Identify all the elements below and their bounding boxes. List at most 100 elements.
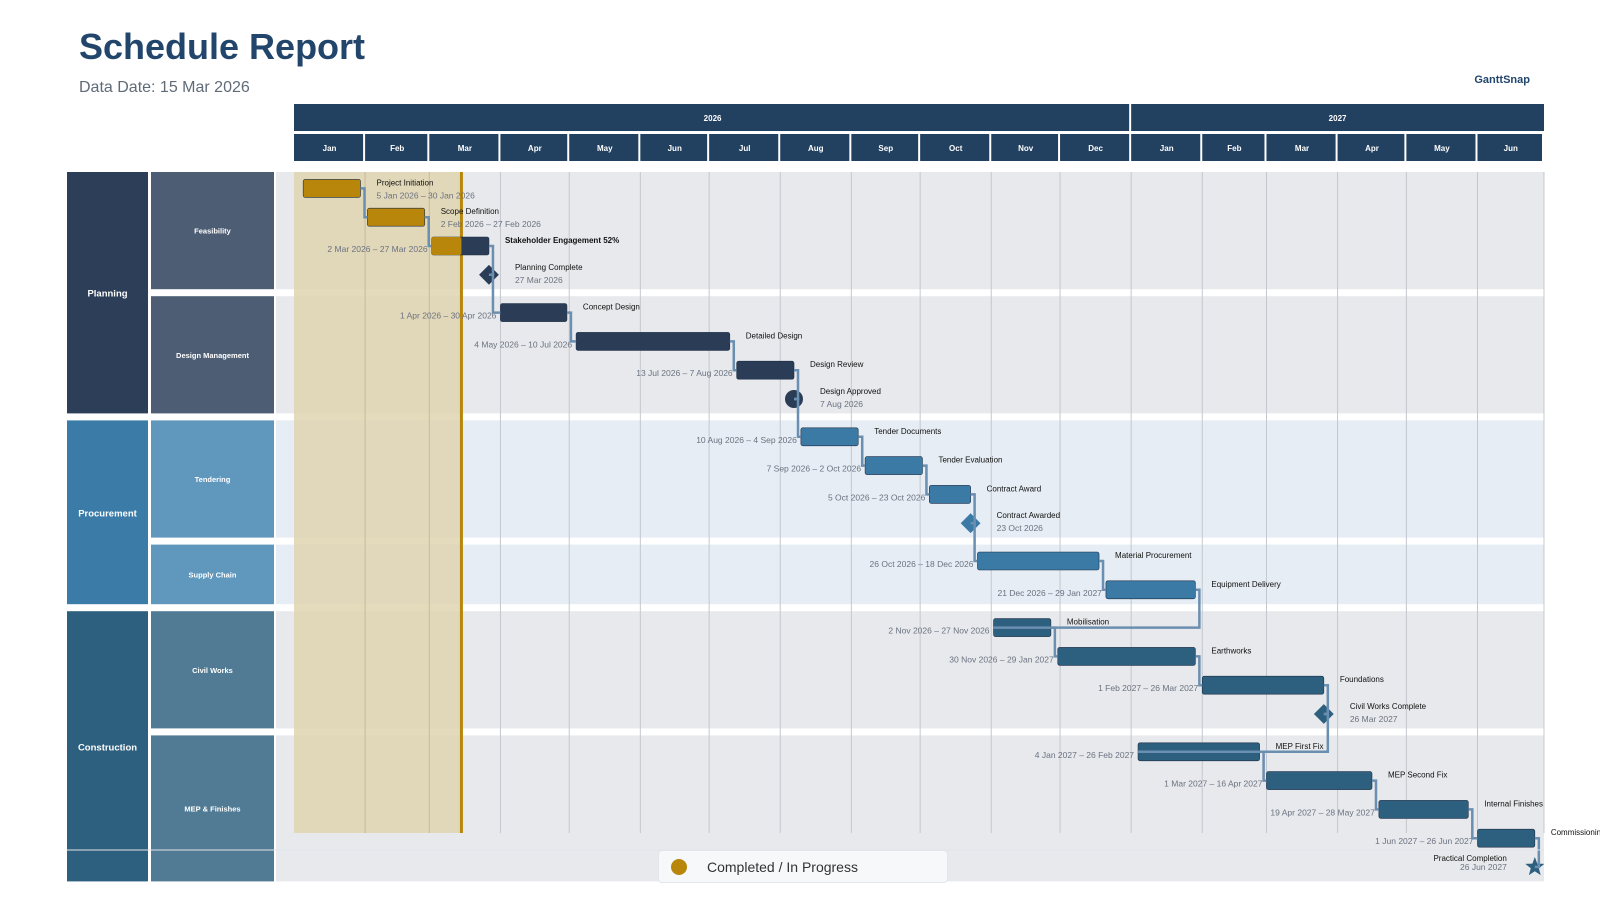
task-name-label: Stakeholder Engagement 52%: [505, 236, 619, 245]
month-header-cell: [1477, 134, 1542, 161]
month-header-cell: [851, 134, 919, 161]
month-label: Nov: [1018, 144, 1034, 153]
milestone-name-label: Practical Completion: [1433, 854, 1506, 863]
task-date-label: 13 Jul 2026 – 7 Aug 2026: [636, 368, 733, 378]
task-date-label: 1 Feb 2027 – 26 Mar 2027: [1098, 683, 1198, 693]
task-name-label: Scope Definition: [441, 207, 499, 216]
task-bar: [367, 207, 426, 227]
task-bar: [977, 551, 1100, 571]
month-label: Aug: [808, 144, 824, 153]
task-date-label: 2 Feb 2026 – 27 Feb 2026: [441, 219, 541, 229]
month-header-cell: [709, 134, 779, 161]
task-date-label: 1 Jun 2027 – 26 Jun 2027: [1375, 836, 1474, 846]
dependency-connector: [424, 215, 432, 248]
swimlane-band: [276, 544, 1544, 605]
dependency-connector: [1195, 655, 1203, 687]
swimlane-band: [276, 611, 1544, 729]
year-label: 2027: [1329, 114, 1347, 123]
month-header-cell: [1337, 134, 1405, 161]
dependency-connector: [1468, 808, 1478, 840]
month-header-cell: [1406, 134, 1476, 161]
dependency-connector: [970, 521, 978, 563]
task-name-label: Commissioning: [1551, 828, 1600, 837]
month-header-cell: [1131, 134, 1201, 161]
dependency-connector: [1371, 779, 1379, 811]
task-bar: [1105, 580, 1196, 600]
month-label: Jun: [1504, 144, 1518, 153]
milestone-name-label: Planning Complete: [515, 263, 583, 272]
subgroup-label: Feasibility: [194, 227, 232, 236]
task-date-label: 1 Apr 2026 – 30 Apr 2026: [400, 311, 497, 321]
task-date-label: 21 Dec 2026 – 29 Jan 2027: [997, 588, 1102, 598]
dependency-connector: [993, 588, 1201, 629]
month-header-cell: [991, 134, 1059, 161]
task-name-label: Concept Design: [583, 303, 640, 312]
month-label: Jul: [739, 144, 751, 153]
dependency-connector: [1138, 712, 1330, 754]
task-date-label: 19 Apr 2027 – 28 May 2027: [1270, 807, 1375, 817]
subgroup-cell: [151, 735, 274, 882]
dependency-connector: [488, 273, 501, 314]
milestone-date-label: 26 Mar 2027: [1350, 714, 1398, 724]
task-name-label: Contract Award: [987, 484, 1042, 493]
task-name-label: Tender Evaluation: [938, 456, 1002, 465]
legend-label: Completed / In Progress: [707, 859, 858, 875]
milestone-date-label: 23 Oct 2026: [997, 523, 1044, 533]
month-label: Jan: [1160, 144, 1174, 153]
month-label: Mar: [1295, 144, 1309, 153]
task-bar: [1477, 828, 1536, 848]
swimlane-band: [276, 296, 1544, 414]
group-label: Procurement: [78, 508, 137, 519]
task-bar: [1201, 675, 1325, 695]
task-date-label: 4 Jan 2027 – 26 Feb 2027: [1035, 750, 1135, 760]
dependency-connector: [1534, 836, 1541, 869]
dependency-connector: [729, 340, 737, 372]
task-bar: [302, 179, 361, 198]
group-cell: [67, 611, 148, 882]
month-label: Oct: [949, 144, 963, 153]
task-name-label: Design Review: [810, 360, 864, 369]
task-progress-fill: [431, 237, 462, 255]
month-header-cell: [780, 134, 850, 161]
year-label: 2026: [704, 114, 722, 123]
dependency-connector: [360, 187, 368, 219]
task-date-label: 7 Sep 2026 – 2 Oct 2026: [767, 464, 862, 474]
task-name-label: Internal Finishes: [1484, 799, 1543, 808]
task-bar: [929, 485, 971, 504]
milestone-name-label: Civil Works Complete: [1350, 702, 1427, 711]
task-bar: [800, 427, 859, 447]
month-label: Feb: [390, 144, 404, 153]
task-date-label: 2 Nov 2026 – 27 Nov 2026: [888, 626, 989, 636]
subgroup-cell: [151, 172, 274, 290]
page-title: Schedule Report: [79, 26, 366, 67]
task-date-label: 10 Aug 2026 – 4 Sep 2026: [696, 435, 797, 445]
task-name-label: Mobilisation: [1067, 618, 1109, 627]
task-date-label: 5 Oct 2026 – 23 Oct 2026: [828, 492, 926, 502]
task-name-label: Detailed Design: [746, 331, 802, 340]
month-header-cell: [640, 134, 708, 161]
dependency-connector: [566, 311, 577, 343]
year-header-cell: [294, 104, 1130, 131]
milestone-date-label: 7 Aug 2026: [820, 399, 863, 409]
task-name-label: Foundations: [1340, 675, 1384, 684]
month-label: Jan: [323, 144, 337, 153]
subgroup-label: Design Management: [176, 351, 249, 360]
milestone-star: [1525, 857, 1545, 876]
task-name-label: MEP First Fix: [1276, 742, 1324, 751]
task-bar: [864, 456, 923, 475]
task-name-label: Equipment Delivery: [1211, 580, 1280, 589]
task-bar: [500, 303, 568, 322]
month-header-cell: [1202, 134, 1265, 161]
month-header-cell: [429, 134, 499, 161]
month-header-cell: [569, 134, 639, 161]
subgroup-cell: [151, 420, 274, 538]
task-date-label: 4 May 2026 – 10 Jul 2026: [474, 339, 572, 349]
subgroup-label: MEP & Finishes: [184, 804, 240, 813]
subgroup-cell: [151, 611, 274, 729]
month-header-cell: [1266, 134, 1336, 161]
dependency-connector: [1259, 750, 1267, 782]
brand-logo-text: GanttSnap: [1474, 74, 1530, 86]
legend: Completed / In Progress: [658, 850, 948, 883]
dependency-connector: [922, 464, 930, 496]
